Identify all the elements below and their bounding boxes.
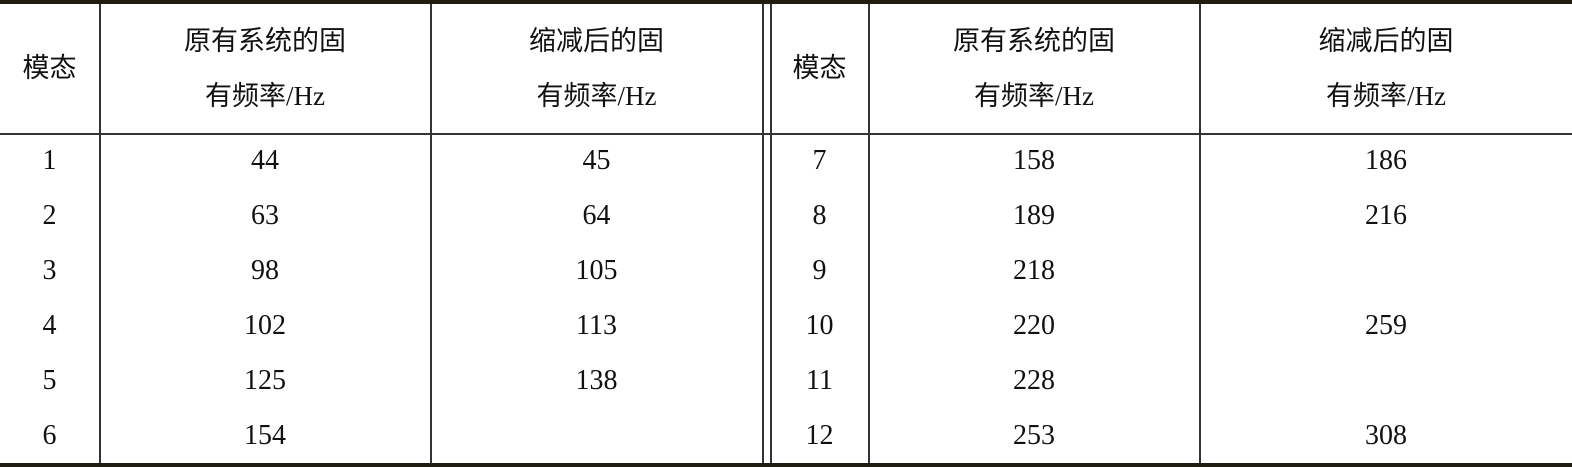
- bottom-rule: [0, 463, 1572, 467]
- header-rule: [0, 133, 1572, 135]
- cell-mode: 2: [42, 199, 57, 231]
- cell-reduced: 45: [582, 144, 611, 176]
- cell-reduced: 308: [1365, 419, 1407, 451]
- cell-mode: 4: [42, 309, 57, 341]
- cell-original: 154: [244, 419, 286, 451]
- cell-original: 218: [1013, 254, 1055, 286]
- cell-reduced: [1200, 353, 1572, 408]
- cell-reduced: 186: [1365, 144, 1407, 176]
- header-text: 有频率/Hz: [205, 80, 325, 111]
- cell-original: 63: [251, 199, 279, 231]
- cell-mode: 7: [812, 144, 827, 176]
- cell-original: 102: [244, 309, 286, 341]
- header-text: 有频率/Hz: [536, 80, 657, 111]
- cell-mode: 5: [42, 364, 57, 396]
- cell-mode: 6: [42, 419, 57, 451]
- double-divider-left: [762, 4, 764, 463]
- cell-mode: 3: [42, 254, 57, 286]
- double-divider-right: [770, 4, 772, 463]
- cell-reduced: 216: [1365, 199, 1407, 231]
- header-text: 有频率/Hz: [1326, 80, 1446, 111]
- header-reduced-right: 缩减后的固有频率/Hz: [1200, 4, 1572, 133]
- header-text: 缩减后的固: [529, 25, 664, 56]
- cell-reduced: [431, 408, 762, 463]
- column-divider: [868, 4, 870, 463]
- cell-mode: 10: [805, 309, 834, 341]
- cell-original: 189: [1013, 199, 1055, 231]
- cell-original: 220: [1013, 309, 1055, 341]
- header-reduced-left: 缩减后的固有频率/Hz: [431, 4, 762, 133]
- cell-original: 228: [1013, 364, 1055, 396]
- header-text: 原有系统的固: [953, 25, 1115, 56]
- header-text: 有频率/Hz: [974, 80, 1094, 111]
- cell-reduced: 64: [582, 199, 611, 231]
- cell-original: 125: [244, 364, 286, 396]
- cell-reduced: 113: [576, 309, 617, 341]
- header-mode-right: 模态: [771, 4, 868, 133]
- header-text: 模态: [22, 53, 77, 83]
- header-text: 缩减后的固: [1318, 25, 1454, 56]
- cell-reduced: 259: [1365, 309, 1407, 341]
- cell-reduced: 105: [575, 254, 618, 286]
- header-original-right: 原有系统的固 有频率/Hz: [869, 4, 1199, 133]
- header-text: 模态: [792, 53, 847, 83]
- cell-reduced: [1200, 243, 1572, 298]
- cell-original: 158: [1013, 144, 1055, 176]
- cell-original: 44: [251, 144, 279, 176]
- cell-mode: 12: [805, 419, 834, 451]
- header-mode-left: 模态: [0, 4, 99, 133]
- header-original-left: 原有系统的固 有频率/Hz: [100, 4, 430, 133]
- header-text: 原有系统的固: [184, 25, 346, 56]
- cell-mode: 11: [806, 364, 833, 396]
- column-divider: [430, 4, 432, 463]
- cell-mode: 1: [42, 144, 57, 176]
- cell-original: 253: [1013, 419, 1055, 451]
- cell-original: 98: [251, 254, 279, 286]
- cell-mode: 9: [812, 254, 827, 286]
- cell-reduced: 138: [575, 364, 618, 396]
- column-divider: [1199, 4, 1201, 463]
- column-divider: [99, 4, 101, 463]
- cell-mode: 8: [812, 199, 827, 231]
- top-rule: [0, 0, 1572, 4]
